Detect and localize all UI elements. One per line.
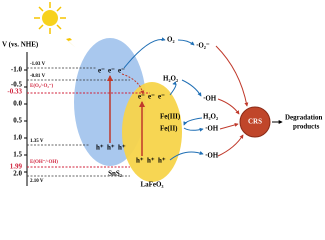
redox-label: E(O₂/·O₂⁻) <box>30 84 53 89</box>
tick-label: 2.0 <box>13 170 22 178</box>
hole: h⁺ <box>158 157 166 165</box>
reaction-arrow <box>183 127 204 132</box>
crs-label: CRS <box>248 118 262 126</box>
product-label: products <box>293 123 320 131</box>
redox-value: -0.33 <box>7 88 22 96</box>
tick-label: -0.5 <box>11 81 23 89</box>
species: ·O₂⁻ <box>196 42 210 50</box>
level-label: 1.35 V <box>30 139 44 144</box>
redox-value: 1.99 <box>10 163 23 171</box>
species: ·OH <box>205 125 219 133</box>
product-label: Degradation <box>285 114 322 122</box>
diagram: V (vs. NHE) -1.0 -0.5 0.0 0.5 1.0 1.5 2.… <box>2 2 322 189</box>
reaction-arrow <box>123 37 166 69</box>
level-label: -0.81 V <box>30 74 46 79</box>
transfer-arrow <box>121 73 145 95</box>
tick-label: 0.0 <box>13 100 22 108</box>
electron: e⁻ <box>158 93 165 101</box>
level-label: 2.10 V <box>30 179 44 184</box>
sun <box>34 2 76 48</box>
hole: h⁺ <box>118 144 126 152</box>
redox-label: E(OH⁻/·OH) <box>30 160 58 165</box>
hole: h⁺ <box>107 144 115 152</box>
species: ·OH <box>203 95 217 103</box>
species: H₂O₂ <box>203 113 218 121</box>
hole: h⁺ <box>136 157 144 165</box>
reaction-arrow <box>183 117 203 126</box>
hole: h⁺ <box>96 144 104 152</box>
electron: e⁻ <box>108 67 115 75</box>
lafeo3-label: LaFeO₃ <box>140 181 163 189</box>
tick-label: 0.5 <box>13 117 22 125</box>
level-label: -1.03 V <box>30 62 46 67</box>
species: ·OH <box>205 152 219 160</box>
tick-label: -1.0 <box>11 66 23 74</box>
electron: e⁻ <box>148 93 155 101</box>
species: H₂O₂ <box>163 75 178 83</box>
species: O₂ <box>167 36 175 44</box>
reaction-arrow <box>169 151 204 161</box>
electron: e⁻ <box>98 67 105 75</box>
tick-label: 1.5 <box>13 151 22 159</box>
crs-node <box>239 106 271 138</box>
species: Fe(II) <box>160 125 178 133</box>
attack-arrows <box>215 45 283 157</box>
electron: e⁻ <box>118 67 125 75</box>
reaction-arrow <box>169 81 177 96</box>
sns2-label: SnS₂ <box>108 170 122 178</box>
hole: h⁺ <box>147 157 155 165</box>
axis-title: V (vs. NHE) <box>2 41 39 49</box>
tick-label: 1.0 <box>13 134 22 142</box>
ticks <box>24 69 27 173</box>
reaction-arrow <box>177 39 195 46</box>
electron: e⁻ <box>138 93 145 101</box>
lafeo3-band <box>122 82 182 182</box>
reaction-arrow <box>181 79 202 97</box>
species: Fe(III) <box>160 113 181 121</box>
